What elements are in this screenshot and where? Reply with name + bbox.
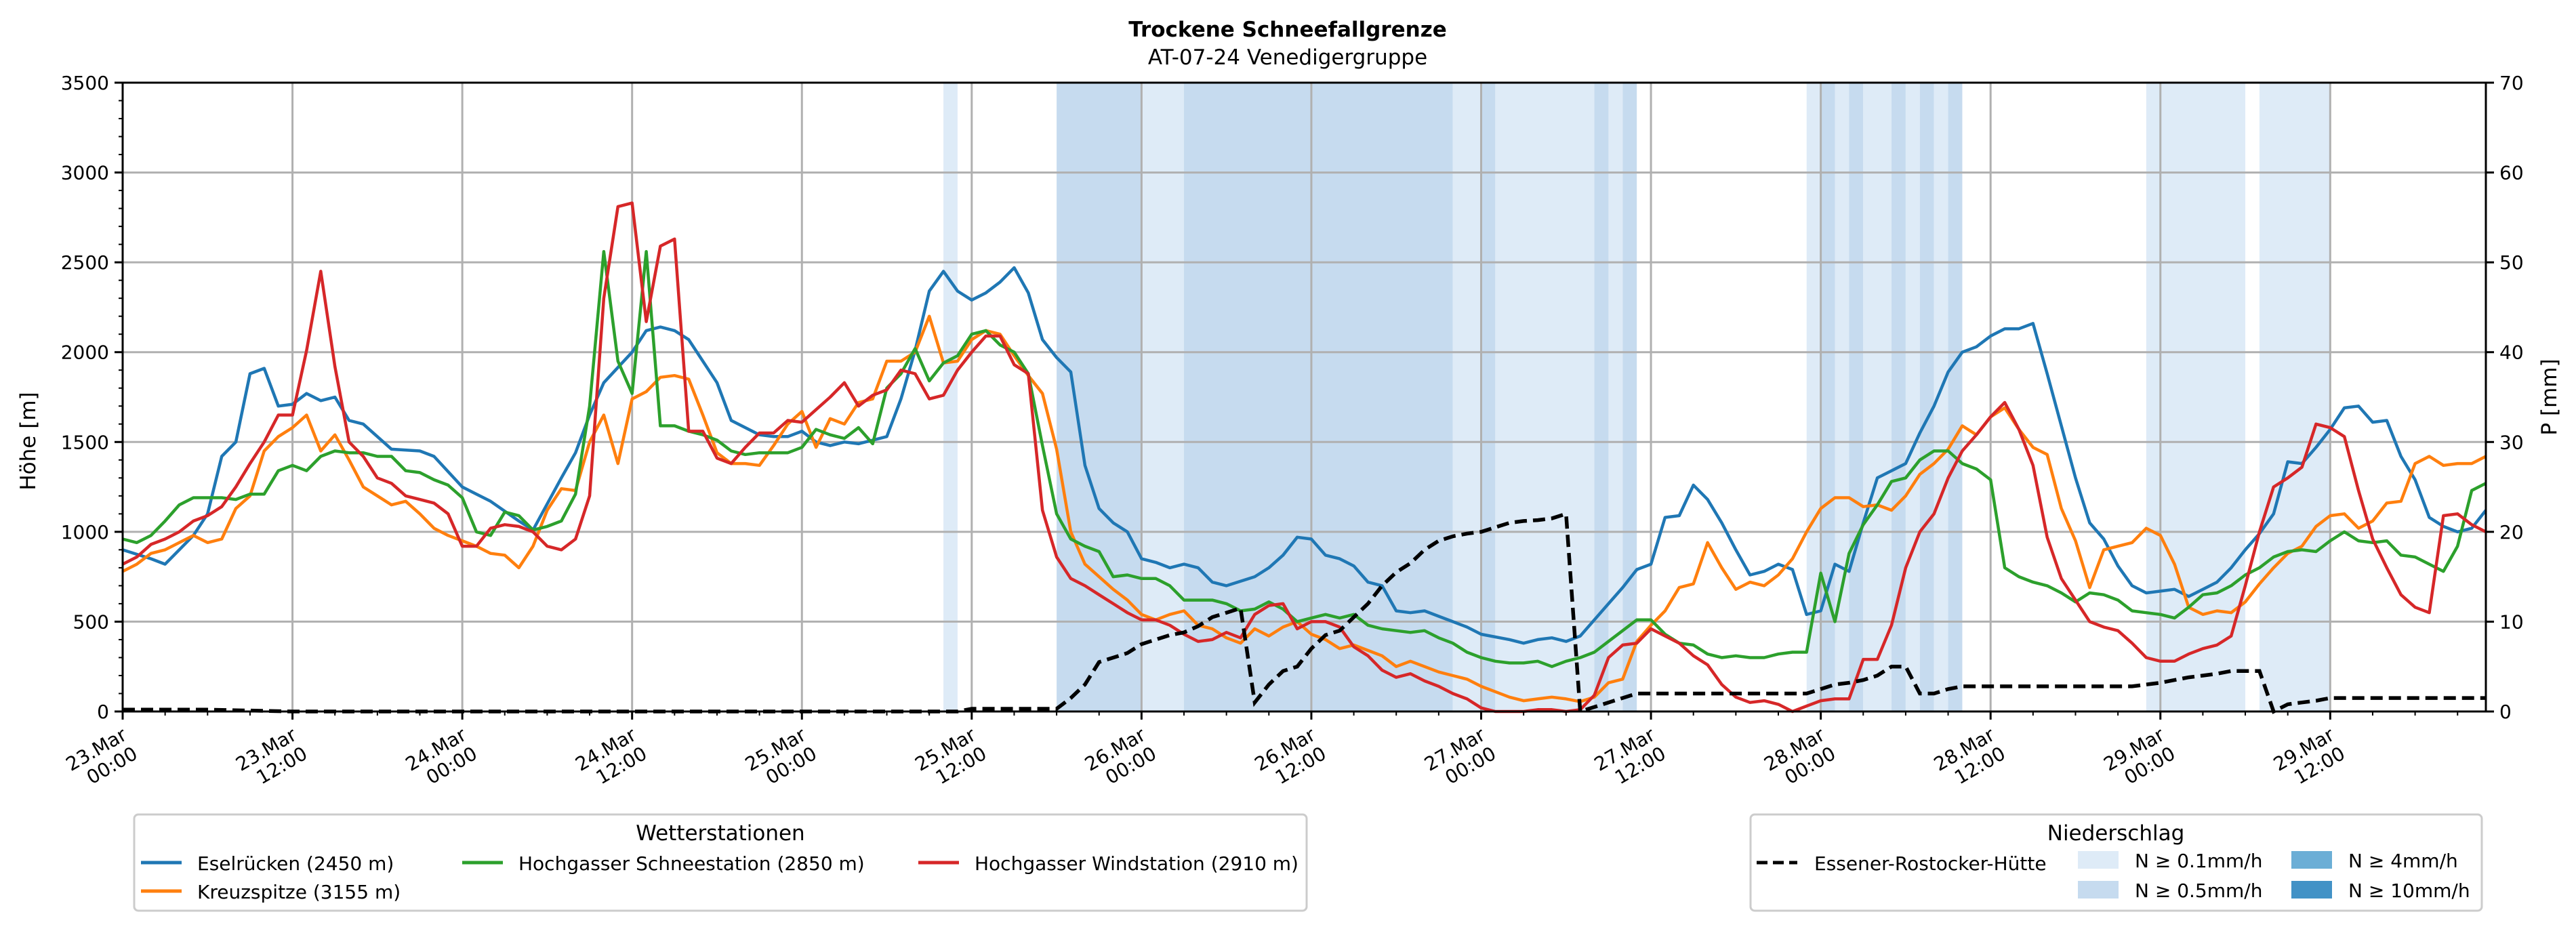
precip-band-15 — [1892, 83, 1906, 711]
series-line-2 — [122, 249, 2487, 668]
precipitation-line — [123, 511, 2486, 714]
precip-band-20 — [2146, 83, 2246, 711]
plot-frame — [121, 81, 2487, 713]
legend-precip-swatch-3 — [2291, 881, 2332, 899]
legend-precip-label-3: N ≥ 10mm/h — [2348, 880, 2470, 902]
y-tick-label-7: 3500 — [61, 72, 109, 94]
y-right-tick-label-4: 40 — [2499, 342, 2524, 364]
precip-band-2 — [1141, 83, 1185, 711]
precip-band-7 — [1594, 83, 1609, 711]
precip-band-4 — [1452, 83, 1481, 711]
precip-band-18 — [1934, 83, 1948, 711]
precip-band-8 — [1608, 83, 1623, 711]
precip-band-11 — [1820, 83, 1835, 711]
precip-band-14 — [1863, 83, 1892, 711]
y-right-tick-label-1: 10 — [2499, 611, 2524, 633]
series-lines — [121, 201, 2487, 714]
series-line-1 — [121, 314, 2487, 703]
y-right-tick-label-3: 30 — [2499, 431, 2524, 453]
legend-stations-title: Wetterstationen — [636, 821, 804, 846]
legend-station-label-0: Eselrücken (2450 m) — [197, 852, 394, 875]
legend-precip-swatch-0 — [2078, 851, 2119, 869]
precip-band-9 — [1622, 83, 1637, 711]
legend-precip-label-1: N ≥ 0.5mm/h — [2135, 880, 2262, 902]
precip-band-19 — [1948, 83, 1963, 711]
precip-band-12 — [1835, 83, 1849, 711]
y-tick-label-2: 1000 — [61, 521, 109, 543]
precip-band-10 — [1806, 83, 1821, 711]
y-right-tick-label-6: 60 — [2499, 162, 2524, 184]
precip-band-6 — [1495, 83, 1595, 711]
legend-station-label-1: Kreuzspitze (3155 m) — [197, 881, 401, 903]
legend-precip-title: Niederschlag — [2047, 821, 2185, 846]
y-tick-label-5: 2500 — [61, 251, 109, 274]
chart-title: Trockene Schneefallgrenze — [1128, 18, 1447, 42]
legend-stations: Wetterstationen Eselrücken (2450 m) Kreuz… — [133, 813, 1308, 912]
precip-band-5 — [1481, 83, 1496, 711]
legend-precip-label-2: N ≥ 4mm/h — [2348, 850, 2458, 872]
y-right-tick-label-2: 20 — [2499, 521, 2524, 543]
precip-band-16 — [1905, 83, 1920, 711]
legend-precip-label-0: N ≥ 0.1mm/h — [2135, 850, 2262, 872]
legend-precip-station-label: Essener-Rostocker-Hütte — [1814, 852, 2047, 875]
precip-band-3 — [1184, 83, 1453, 711]
precipitation-bands — [943, 83, 2331, 711]
precip-band-1 — [1057, 83, 1142, 711]
legend-station-label-3: Hochgasser Windstation (2910 m) — [975, 852, 1299, 875]
y-tick-label-0: 0 — [97, 701, 109, 723]
legend-precipitation: Niederschlag Essener-Rostocker-Hütte N ≥… — [1749, 813, 2483, 912]
series-line-3 — [121, 201, 2487, 714]
y-right-tick-label-5: 50 — [2499, 251, 2524, 274]
precip-band-13 — [1849, 83, 1864, 711]
legend-station-label-2: Hochgasser Schneestation (2850 m) — [518, 852, 865, 875]
y-right-tick-label-7: 70 — [2499, 72, 2524, 94]
precip-band-21 — [2259, 83, 2331, 711]
precip-band-17 — [1919, 83, 1934, 711]
y-tick-label-3: 1500 — [61, 431, 109, 453]
y-right-tick-label-0: 0 — [2499, 701, 2512, 723]
legend-precip-swatch-2 — [2291, 851, 2332, 869]
chart-subtitle: AT-07-24 Venedigergruppe — [1148, 45, 1427, 70]
y-axis-label: Höhe [m] — [16, 392, 41, 490]
y-axis-label-right: P [mm] — [2537, 358, 2562, 435]
y-tick-label-6: 3000 — [61, 162, 109, 184]
precip-band-0 — [943, 83, 958, 711]
y-tick-label-1: 500 — [73, 611, 109, 633]
y-tick-label-4: 2000 — [61, 342, 109, 364]
legend-precip-swatch-1 — [2078, 881, 2119, 899]
